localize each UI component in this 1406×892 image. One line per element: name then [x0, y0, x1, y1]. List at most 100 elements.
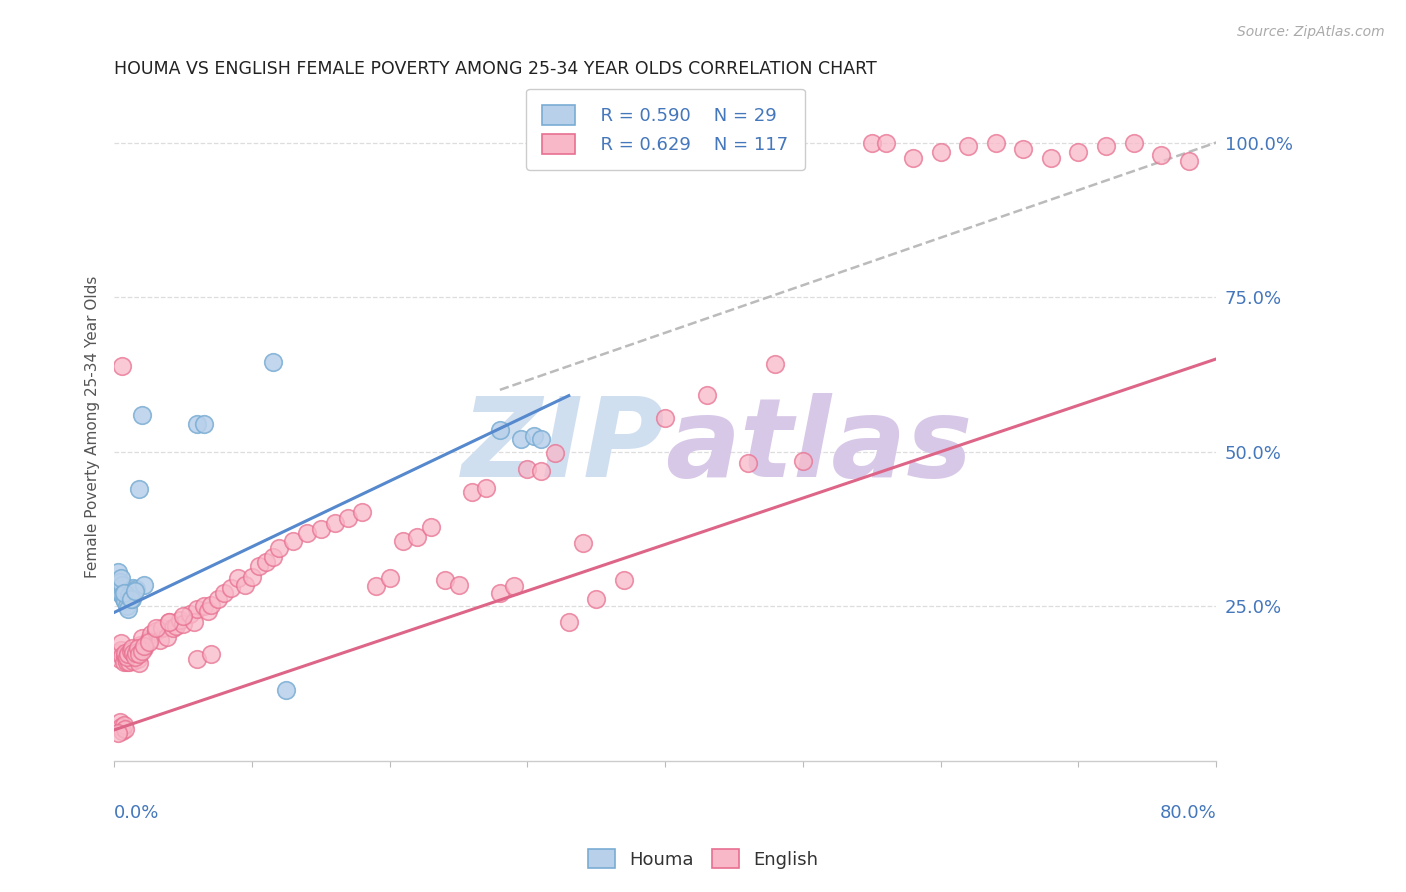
Point — [112, 655, 135, 669]
Legend:   R = 0.590    N = 29,   R = 0.629    N = 117: R = 0.590 N = 29, R = 0.629 N = 117 — [526, 88, 804, 170]
Point — [509, 432, 531, 446]
Point — [149, 633, 172, 648]
Text: HOUMA VS ENGLISH FEMALE POVERTY AMONG 25-34 YEAR OLDS CORRELATION CHART: HOUMA VS ENGLISH FEMALE POVERTY AMONG 25… — [114, 60, 877, 78]
Point — [530, 465, 553, 479]
Text: 80.0%: 80.0% — [1160, 805, 1216, 822]
Point — [134, 577, 156, 591]
Point — [283, 534, 305, 549]
Text: 0.0%: 0.0% — [114, 805, 159, 822]
Point — [145, 624, 167, 638]
Point — [114, 722, 136, 736]
Point — [197, 604, 219, 618]
Point — [162, 621, 184, 635]
Point — [433, 574, 456, 588]
Point — [107, 566, 129, 580]
Point — [125, 644, 148, 658]
Point — [131, 644, 153, 658]
Point — [489, 423, 512, 437]
Point — [406, 530, 429, 544]
Point — [121, 641, 143, 656]
Point — [115, 599, 138, 614]
Point — [295, 526, 318, 541]
Point — [233, 577, 256, 591]
Point — [128, 482, 150, 496]
Point — [737, 456, 759, 470]
Point — [108, 574, 131, 589]
Point — [110, 720, 132, 734]
Point — [323, 516, 346, 530]
Point — [122, 646, 145, 660]
Point — [475, 481, 498, 495]
Point — [138, 633, 160, 648]
Point — [929, 145, 952, 159]
Point — [860, 136, 883, 150]
Point — [240, 569, 263, 583]
Point — [134, 640, 156, 654]
Point — [1150, 148, 1173, 162]
Point — [172, 616, 194, 631]
Point — [957, 138, 980, 153]
Point — [115, 649, 138, 664]
Point — [489, 585, 512, 599]
Point — [124, 648, 146, 663]
Point — [392, 534, 415, 549]
Point — [131, 408, 153, 422]
Point — [145, 621, 167, 635]
Text: atlas: atlas — [665, 393, 973, 500]
Text: ZIP: ZIP — [461, 393, 665, 500]
Point — [254, 555, 277, 569]
Point — [107, 646, 129, 660]
Point — [219, 581, 242, 595]
Point — [114, 585, 136, 599]
Point — [108, 652, 131, 666]
Point — [114, 594, 136, 608]
Point — [120, 644, 142, 658]
Point — [124, 649, 146, 664]
Point — [157, 615, 180, 629]
Point — [984, 136, 1007, 150]
Point — [179, 607, 201, 621]
Point — [276, 682, 298, 697]
Point — [111, 577, 134, 591]
Point — [193, 417, 215, 431]
Point — [110, 636, 132, 650]
Point — [111, 359, 134, 374]
Point — [112, 718, 135, 732]
Point — [111, 724, 134, 739]
Point — [125, 582, 148, 596]
Point — [696, 388, 718, 402]
Point — [262, 355, 284, 369]
Point — [352, 505, 374, 519]
Point — [585, 591, 607, 606]
Point — [138, 635, 160, 649]
Point — [115, 655, 138, 669]
Point — [200, 648, 222, 662]
Point — [558, 615, 581, 629]
Point — [127, 641, 149, 656]
Point — [134, 641, 156, 656]
Point — [118, 588, 141, 602]
Point — [124, 583, 146, 598]
Point — [117, 646, 139, 660]
Point — [141, 627, 163, 641]
Legend: Houma, English: Houma, English — [581, 842, 825, 876]
Point — [120, 648, 142, 663]
Point — [1067, 145, 1090, 159]
Point — [571, 536, 593, 550]
Point — [247, 559, 270, 574]
Point — [1177, 154, 1199, 169]
Point — [121, 649, 143, 664]
Point — [461, 484, 484, 499]
Point — [111, 648, 134, 663]
Point — [117, 602, 139, 616]
Point — [108, 715, 131, 730]
Point — [516, 462, 538, 476]
Point — [165, 619, 187, 633]
Point — [654, 410, 676, 425]
Point — [118, 655, 141, 669]
Point — [186, 602, 208, 616]
Point — [129, 638, 152, 652]
Point — [128, 656, 150, 670]
Point — [309, 522, 332, 536]
Point — [107, 726, 129, 740]
